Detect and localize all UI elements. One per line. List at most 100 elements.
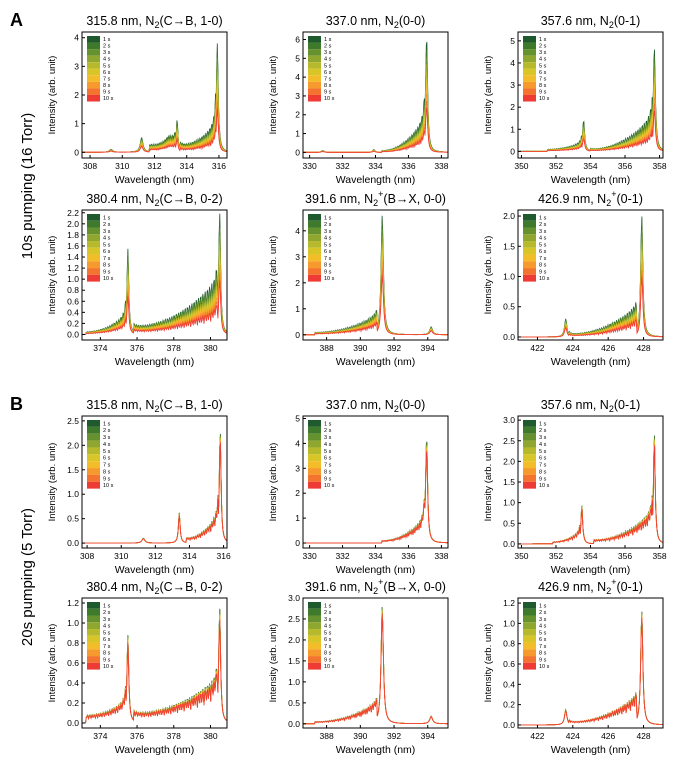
- legend-label: 1 s: [324, 37, 332, 43]
- legend-label: 7 s: [324, 256, 332, 262]
- legend-swatch: [87, 49, 100, 56]
- legend-swatch: [523, 642, 536, 650]
- legend-swatch: [523, 629, 536, 636]
- legend-swatch: [523, 433, 536, 441]
- x-tick-label: 350: [514, 161, 528, 171]
- y-tick-label: 0.5: [288, 698, 300, 708]
- legend-label: 3 s: [103, 229, 111, 235]
- legend-swatch: [87, 608, 100, 616]
- chart-title-rest: (0-1): [614, 398, 640, 412]
- chart-title: 315.8 nm, N2(C→B, 1-0): [86, 14, 222, 30]
- legend-swatch: [308, 615, 321, 623]
- legend-label: 8 s: [539, 83, 547, 89]
- legend-label: 6 s: [324, 456, 332, 462]
- x-tick-label: 428: [636, 731, 650, 741]
- x-tick-label: 312: [148, 551, 162, 561]
- chart-title-main: 426.9 nm, N: [538, 192, 606, 206]
- y-tick-label: 1.5: [503, 241, 515, 251]
- x-tick-label: 388: [320, 731, 334, 741]
- spectra-panels: 315.8 nm, N2(C→B, 1-0)308 310 312 314 316012…: [47, 14, 667, 756]
- legend-swatch: [87, 247, 100, 255]
- y-tick-label: 0.4: [67, 678, 79, 688]
- y-axis-label: Intensity (arb. unit): [268, 236, 279, 315]
- legend-swatch: [523, 88, 536, 95]
- legend-label: 9 s: [539, 269, 547, 275]
- legend: 1 s2 s3 s4 s5 s6 s7 s8 s9 s10 s: [308, 214, 335, 282]
- chart-title-main: 315.8 nm, N: [86, 398, 154, 412]
- legend-swatch: [308, 474, 321, 482]
- chart-title: 315.8 nm, N2(C→B, 1-0): [86, 398, 222, 414]
- legend-label: 10 s: [103, 664, 114, 670]
- y-tick-label: 5: [295, 413, 300, 423]
- legend-swatch: [308, 274, 321, 282]
- y-tick-label: 2.0: [503, 211, 515, 221]
- legend-label: 2 s: [324, 610, 332, 616]
- x-tick-label: 310: [114, 551, 128, 561]
- chart-title: 357.6 nm, N2(0-1): [541, 398, 641, 414]
- legend-label: 3 s: [324, 617, 332, 623]
- legend-label: 7 s: [103, 644, 111, 650]
- series-line-10s: [303, 106, 448, 153]
- legend-label: 2 s: [539, 44, 547, 50]
- x-tick-label: 308: [83, 161, 97, 171]
- legend-swatch: [523, 622, 536, 630]
- legend-swatch: [87, 42, 100, 50]
- legend-label: 8 s: [324, 469, 332, 475]
- y-tick-label: 0.4: [503, 679, 515, 689]
- x-tick-label: 390: [353, 343, 367, 353]
- chart-title-main: 391.6 nm, N: [305, 580, 373, 594]
- x-tick-label: 374: [93, 731, 107, 741]
- chart-title-rest: (C→B, 0-2): [159, 580, 222, 594]
- legend-label: 4 s: [103, 624, 111, 630]
- legend-swatch: [308, 426, 321, 434]
- x-axis-label: Wavelength (nm): [336, 564, 416, 576]
- legend-swatch: [523, 49, 536, 56]
- y-axis-label: Intensity (arb. unit): [268, 56, 279, 135]
- y-tick-label: 3: [295, 463, 300, 473]
- legend-label: 9 s: [103, 89, 111, 95]
- y-tick-label: 2.5: [67, 416, 79, 426]
- legend-label: 9 s: [539, 89, 547, 95]
- legend-label: 9 s: [324, 657, 332, 663]
- legend-label: 5 s: [539, 242, 547, 248]
- legend-label: 1 s: [539, 421, 547, 427]
- x-tick-label: 308: [80, 551, 94, 561]
- series-group: [518, 611, 663, 726]
- legend-label: 4 s: [103, 236, 111, 242]
- chart-title-subscript: 2: [154, 586, 159, 596]
- series-group: [82, 213, 227, 335]
- x-axis-label: Wavelength (nm): [551, 174, 631, 186]
- legend-swatch: [308, 36, 321, 43]
- legend-swatch: [87, 274, 100, 282]
- chart-title: 337.0 nm, N2(0-0): [326, 398, 426, 414]
- x-axis-label: Wavelength (nm): [336, 356, 416, 368]
- legend-swatch: [87, 88, 100, 95]
- y-tick-label: 2: [510, 102, 515, 112]
- y-tick-label: 2: [295, 278, 300, 288]
- legend-label: 1 s: [103, 421, 111, 427]
- chart-title-rest: (C→B, 0-2): [159, 192, 222, 206]
- x-tick-label: 316: [212, 161, 226, 171]
- legend-label: 10 s: [324, 96, 335, 102]
- legend: 1 s2 s3 s4 s5 s6 s7 s8 s9 s10 s: [308, 36, 335, 102]
- legend-label: 6 s: [103, 637, 111, 643]
- legend-swatch: [308, 261, 321, 269]
- series-group: [518, 216, 663, 338]
- legend-label: 6 s: [324, 637, 332, 643]
- legend-swatch: [308, 234, 321, 242]
- legend-label: 1 s: [539, 603, 547, 609]
- y-tick-label: 0: [295, 147, 300, 157]
- chart-title-main: 380.4 nm, N: [86, 580, 154, 594]
- x-tick-label: 378: [167, 731, 181, 741]
- legend-label: 6 s: [539, 70, 547, 76]
- legend-swatch: [523, 608, 536, 616]
- legend-label: 9 s: [324, 269, 332, 275]
- y-tick-label: 4: [295, 226, 300, 236]
- series-group: [303, 606, 448, 725]
- legend-swatch: [87, 635, 100, 643]
- x-tick-label: 378: [167, 343, 181, 353]
- y-axis-label: Intensity (arb. unit): [483, 56, 494, 135]
- legend-swatch: [308, 622, 321, 630]
- legend-label: 4 s: [539, 442, 547, 448]
